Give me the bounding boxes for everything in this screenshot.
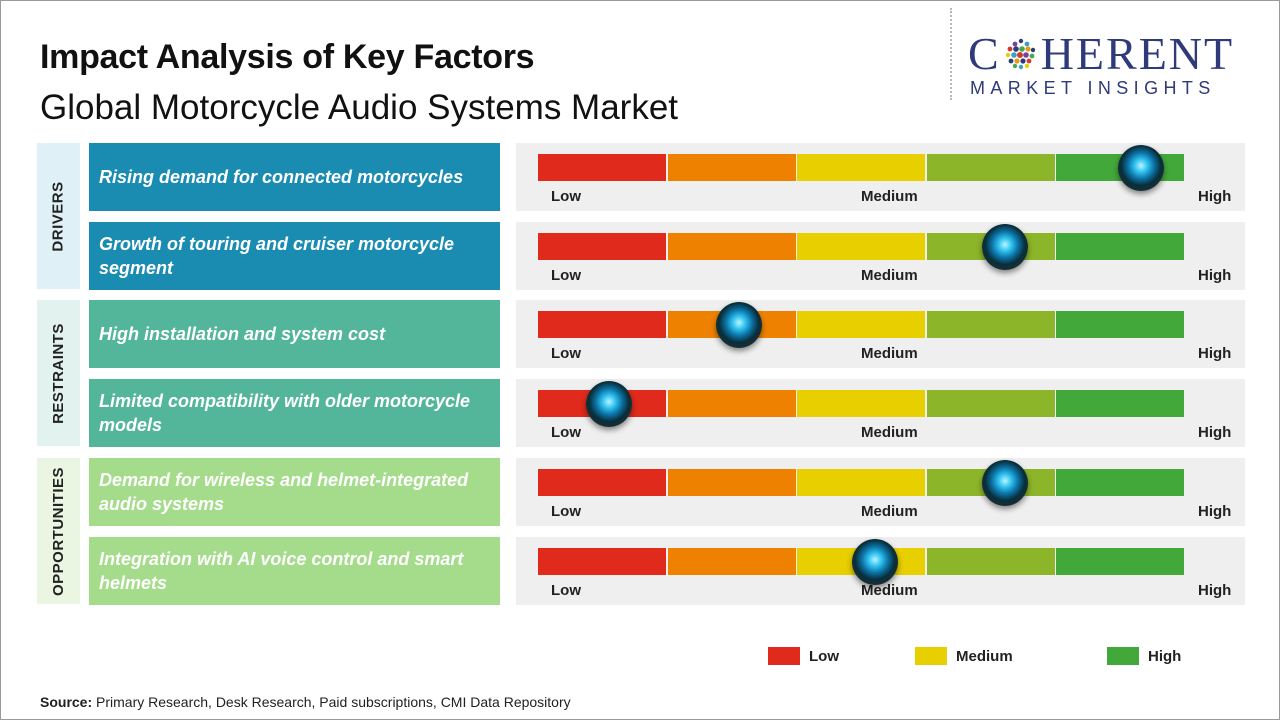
- impact-scale-segment: [926, 154, 1055, 181]
- legend-swatch-medium: [915, 647, 947, 665]
- impact-scale-segment: [538, 154, 667, 181]
- scale-label-high: High: [1198, 503, 1232, 520]
- impact-scale-segment: [926, 390, 1055, 417]
- impact-marker: [851, 539, 898, 585]
- legend-label-high: High: [1148, 647, 1182, 665]
- source-text: Primary Research, Desk Research, Paid su…: [96, 694, 571, 710]
- coherent-logo: C: [968, 30, 1268, 100]
- scale-label-low: Low: [551, 188, 581, 205]
- impact-scale-segment: [538, 311, 667, 338]
- impact-scale-segment: [538, 548, 667, 575]
- impact-marker: [981, 460, 1028, 506]
- factor-label: Growth of touring and cruiser motorcycle…: [99, 234, 455, 278]
- category-restraints-label: RESTRAINTS: [50, 322, 67, 424]
- impact-scale-segment: [797, 311, 926, 338]
- scale-label-medium: Medium: [861, 503, 918, 520]
- scale-label-high: High: [1198, 188, 1232, 205]
- logo-word-start: C: [968, 28, 1001, 79]
- impact-scale-segment: [667, 469, 796, 496]
- impact-scale-segment: [1056, 390, 1185, 417]
- factor-label-box: Demand for wireless and helmet-integrate…: [89, 458, 500, 526]
- logo-divider: [950, 8, 952, 100]
- page-subtitle: Global Motorcycle Audio Systems Market: [40, 88, 679, 127]
- impact-scale-segment: [926, 548, 1055, 575]
- scale-label-medium: Medium: [861, 267, 918, 284]
- legend-item-low: Low: [768, 647, 839, 665]
- impact-marker: [715, 302, 762, 348]
- source-note: Source: Primary Research, Desk Research,…: [40, 694, 571, 710]
- impact-scale-segment: [1056, 548, 1185, 575]
- factor-label: Limited compatibility with older motorcy…: [99, 391, 471, 435]
- legend-item-high: High: [1107, 647, 1181, 665]
- impact-scale-segment: [667, 390, 796, 417]
- category-opportunities-box: OPPORTUNITIES: [37, 458, 80, 604]
- scale-label-low: Low: [551, 582, 581, 599]
- factor-label-box: High installation and system cost: [89, 300, 500, 368]
- scale-label-low: Low: [551, 267, 581, 284]
- factor-label-box: Rising demand for connected motorcycles: [89, 143, 500, 211]
- category-drivers-label: DRIVERS: [50, 180, 67, 252]
- logo-word-end: HERENT: [1040, 28, 1235, 79]
- logo-wordmark: C: [968, 30, 1234, 78]
- legend-label-medium: Medium: [956, 647, 1013, 665]
- scale-label-low: Low: [551, 503, 581, 520]
- impact-scale-segment: [797, 390, 926, 417]
- impact-scale-segment: [667, 548, 796, 575]
- impact-scale-segment: [538, 233, 667, 260]
- impact-scale-segment: [797, 154, 926, 181]
- impact-scale-segment: [667, 154, 796, 181]
- scale-label-high: High: [1198, 424, 1232, 441]
- impact-scale-segment: [926, 311, 1055, 338]
- factor-label: Rising demand for connected motorcycles: [99, 167, 464, 187]
- legend-label-low: Low: [809, 647, 839, 665]
- factor-label: Integration with AI voice control and sm…: [99, 549, 464, 593]
- scale-label-high: High: [1198, 345, 1232, 362]
- impact-scale-segment: [1056, 469, 1185, 496]
- category-restraints-box: RESTRAINTS: [37, 300, 80, 446]
- scale-label-medium: Medium: [861, 345, 918, 362]
- impact-scale-segment: [538, 469, 667, 496]
- scale-label-low: Low: [551, 345, 581, 362]
- scale-label-medium: Medium: [861, 188, 918, 205]
- impact-marker: [981, 224, 1028, 270]
- scale-label-high: High: [1198, 267, 1232, 284]
- impact-scale-segment: [1056, 311, 1185, 338]
- scale-label-medium: Medium: [861, 582, 918, 599]
- impact-scale-segment: [797, 469, 926, 496]
- impact-scale-segment: [667, 233, 796, 260]
- scale-label-low: Low: [551, 424, 581, 441]
- page-title: Impact Analysis of Key Factors: [40, 38, 535, 76]
- legend-swatch-low: [768, 647, 800, 665]
- impact-marker: [586, 381, 633, 427]
- source-label: Source:: [40, 694, 93, 710]
- scale-label-high: High: [1198, 582, 1232, 599]
- legend-swatch-high: [1107, 647, 1139, 665]
- factor-label: High installation and system cost: [99, 324, 386, 344]
- factor-label-box: Growth of touring and cruiser motorcycle…: [89, 222, 500, 290]
- globe-icon: [1004, 38, 1037, 70]
- factor-label-box: Integration with AI voice control and sm…: [89, 537, 500, 605]
- impact-scale-segment: [797, 233, 926, 260]
- factor-label-box: Limited compatibility with older motorcy…: [89, 379, 500, 447]
- impact-scale-segment: [1056, 233, 1185, 260]
- logo-tagline: MARKET INSIGHTS: [970, 78, 1216, 98]
- factor-label: Demand for wireless and helmet-integrate…: [99, 470, 469, 514]
- legend-item-medium: Medium: [915, 647, 1013, 665]
- category-drivers-box: DRIVERS: [37, 143, 80, 289]
- impact-marker: [1117, 145, 1164, 191]
- category-opportunities-label: OPPORTUNITIES: [50, 466, 68, 596]
- scale-label-medium: Medium: [861, 424, 918, 441]
